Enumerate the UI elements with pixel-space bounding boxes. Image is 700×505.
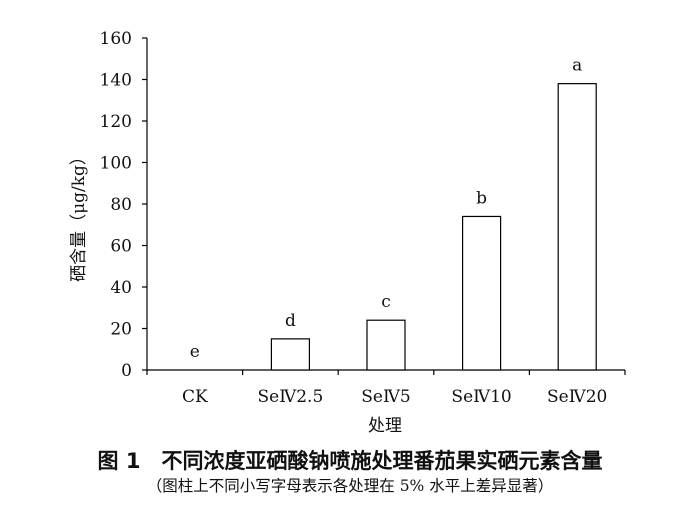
- bar: [557, 83, 597, 371]
- y-tick-label: 120: [100, 112, 132, 132]
- bar: [270, 338, 310, 371]
- significance-labels: e d c b a: [190, 56, 583, 362]
- y-axis: 0 20 40 60 80 100 120 140 160: [100, 29, 148, 381]
- significance-letter: d: [285, 311, 296, 331]
- y-tick-label: 100: [100, 154, 132, 174]
- x-tick-label: SeⅣ20: [547, 387, 607, 407]
- y-tick-label: 160: [100, 29, 132, 49]
- y-axis-title: 硒含量（μg/kg）: [69, 148, 89, 282]
- x-tick-label: SeⅣ2.5: [258, 387, 324, 407]
- x-tick-label: CK: [182, 387, 208, 407]
- figure-caption: 图 1 不同浓度亚硒酸钠喷施处理番茄果实硒元素含量: [97, 449, 603, 473]
- x-tick-labels: CK SeⅣ2.5 SeⅣ5 SeⅣ10 SeⅣ20: [182, 387, 607, 407]
- x-tick-label: SeⅣ10: [451, 387, 511, 407]
- x-axis: [146, 369, 626, 375]
- figure-caption-note: （图柱上不同小写字母表示各处理在 5% 水平上差异显著）: [146, 477, 554, 495]
- bars: [270, 83, 597, 371]
- bar-chart: 0 20 40 60 80 100 120 140 160 e d c b a CK SeⅣ2.5 SeⅣ5…: [69, 29, 626, 436]
- significance-letter: b: [476, 188, 487, 208]
- x-tick-label: SeⅣ5: [361, 387, 411, 407]
- significance-letter: e: [190, 342, 200, 362]
- bar: [366, 319, 406, 371]
- y-tick-label: 20: [110, 320, 132, 340]
- y-tick-label: 140: [100, 71, 132, 91]
- x-axis-title: 处理: [368, 416, 402, 436]
- significance-letter: a: [572, 56, 582, 76]
- y-tick-label: 0: [121, 361, 132, 381]
- y-tick-label: 80: [110, 195, 132, 215]
- y-tick-label: 40: [110, 278, 132, 298]
- significance-letter: c: [381, 292, 391, 312]
- bar: [462, 215, 502, 371]
- y-tick-label: 60: [110, 237, 132, 257]
